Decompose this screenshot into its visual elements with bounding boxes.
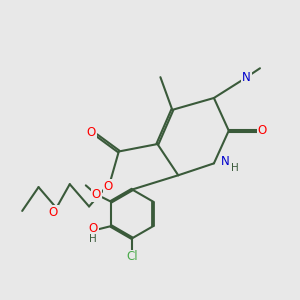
Text: O: O [86, 126, 96, 139]
Text: O: O [92, 188, 101, 201]
Text: O: O [88, 222, 98, 235]
Text: O: O [49, 206, 58, 219]
Text: O: O [258, 124, 267, 137]
Text: H: H [89, 234, 97, 244]
Text: H: H [231, 163, 239, 173]
Text: O: O [104, 180, 113, 193]
Text: N: N [221, 155, 230, 168]
Text: N: N [242, 71, 251, 84]
Text: Cl: Cl [126, 250, 138, 263]
